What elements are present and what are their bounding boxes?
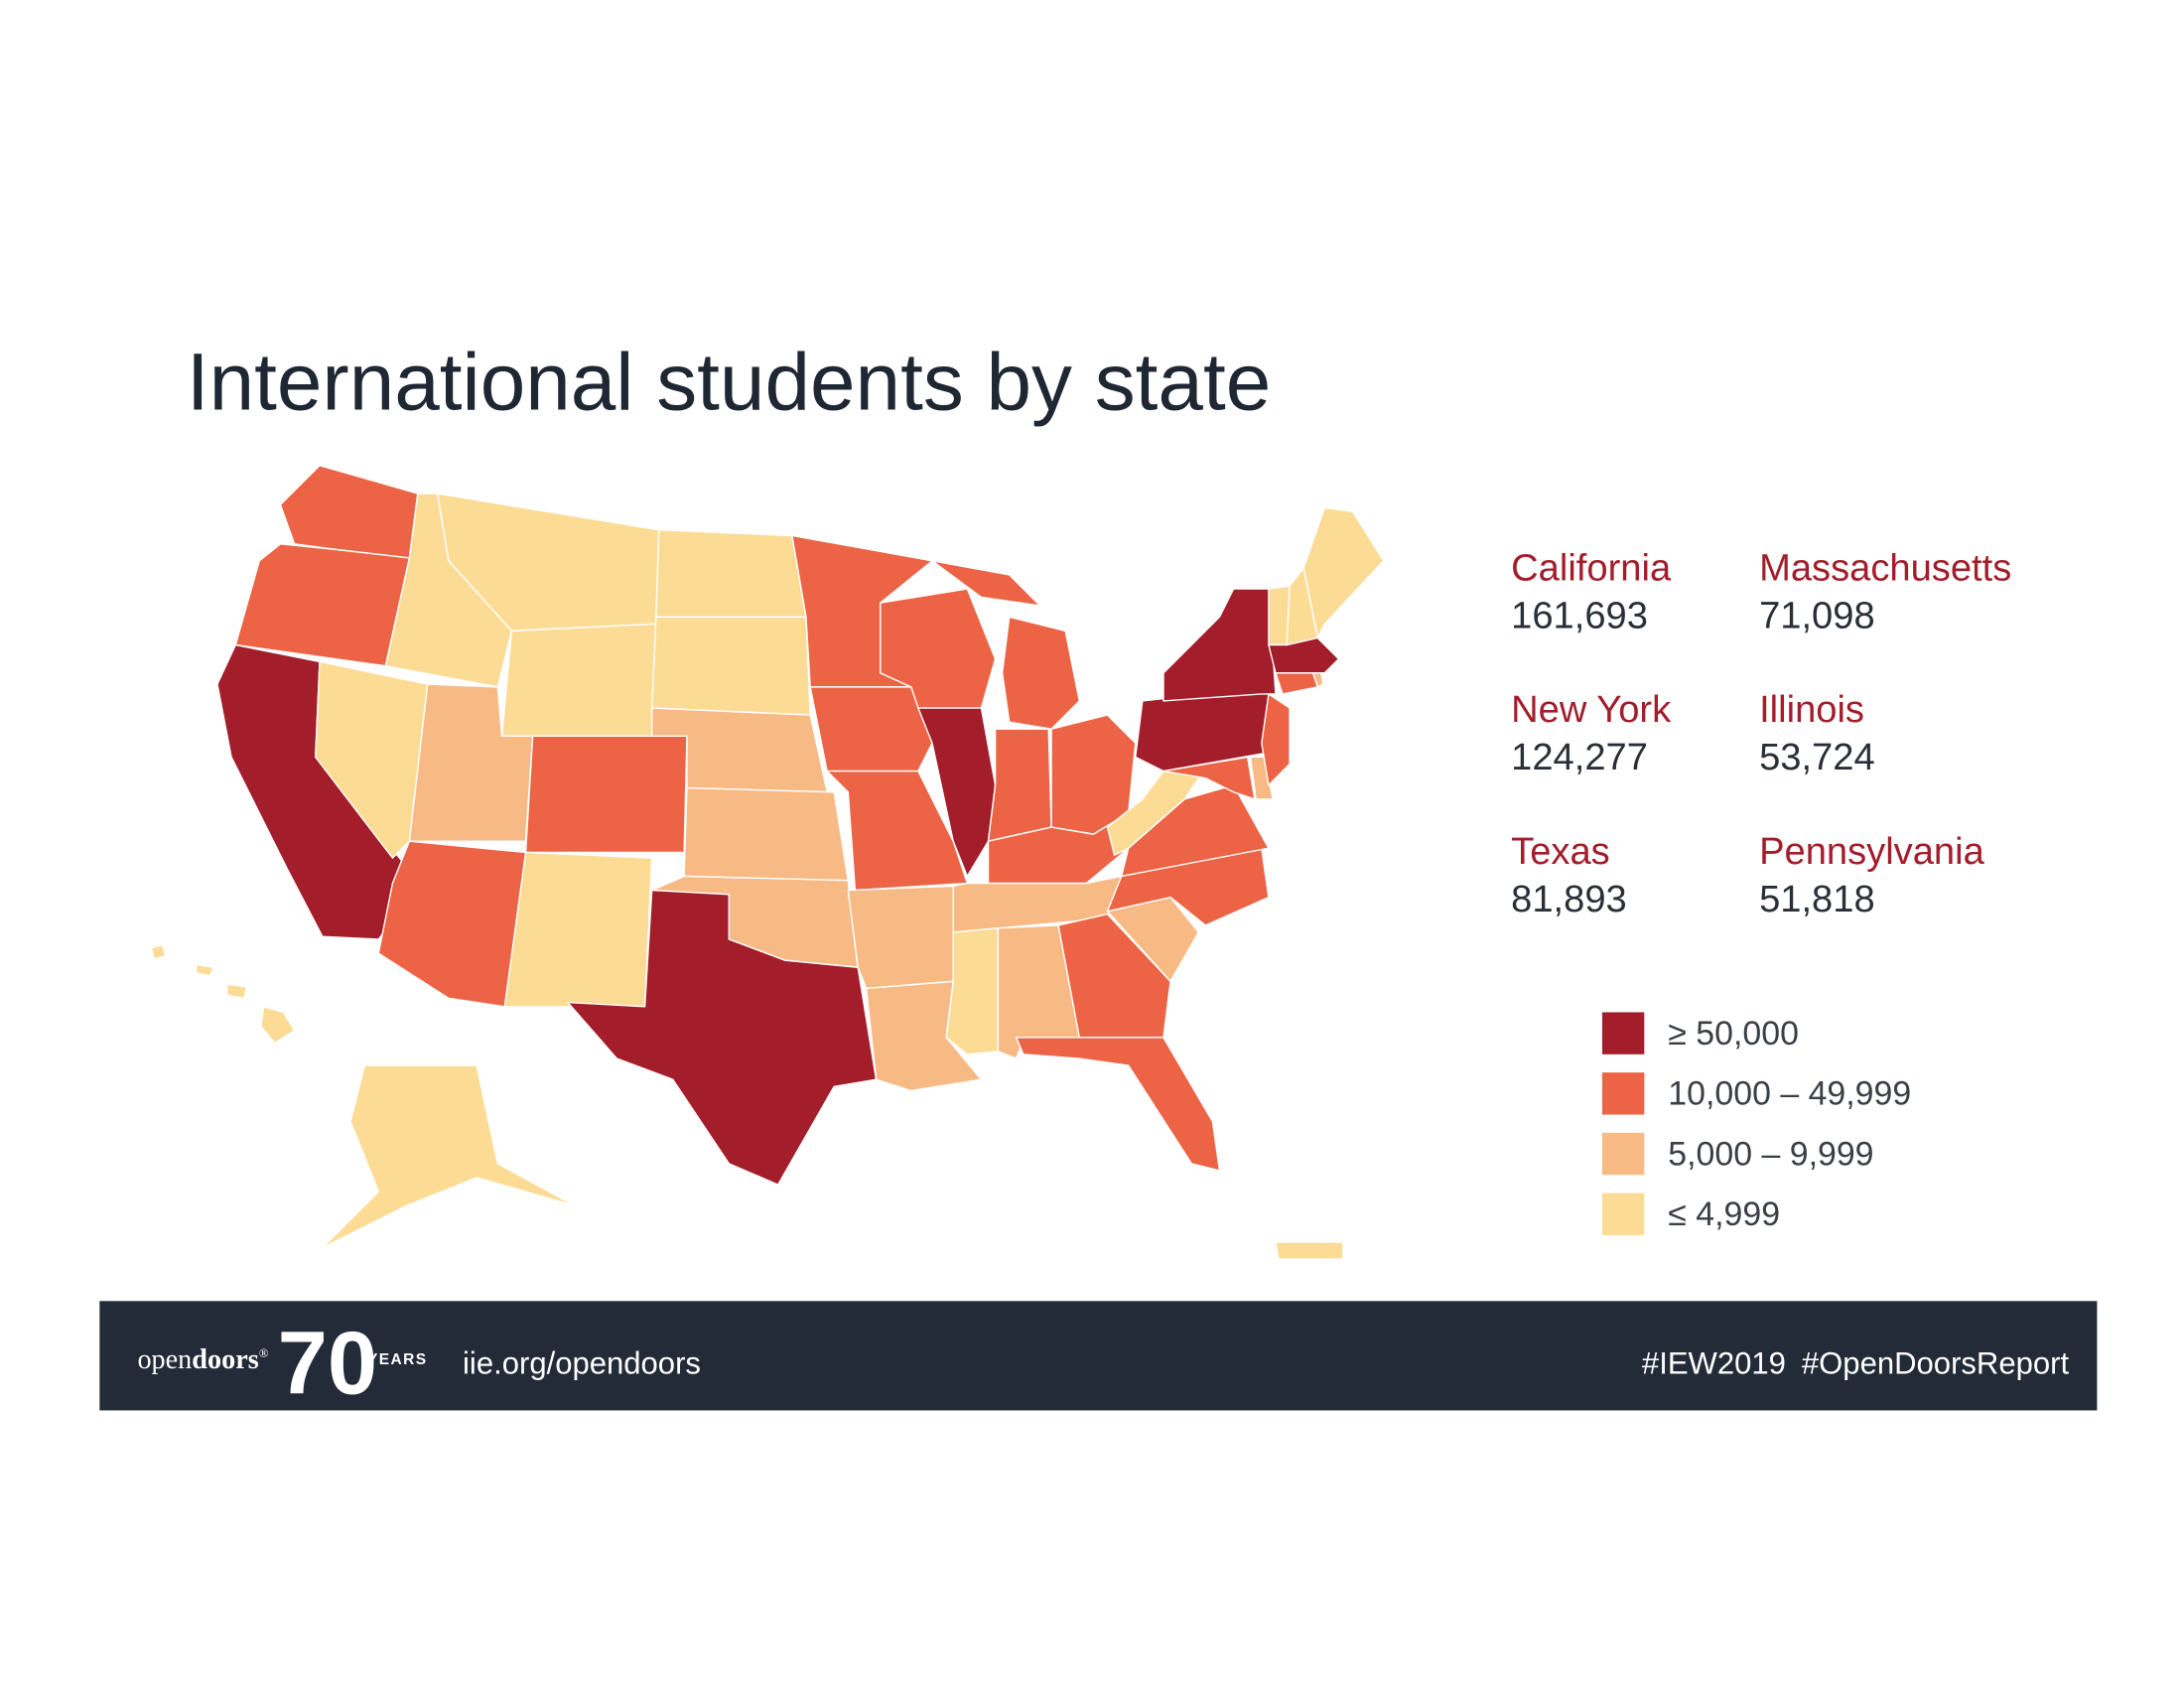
legend: ≥ 50,000 10,000 – 49,999 5,000 – 9,999 ≤ 4,… — [1601, 1012, 1911, 1235]
state — [1261, 693, 1291, 786]
legend-label: ≤ 4,999 — [1668, 1196, 1780, 1233]
state — [917, 707, 997, 878]
state-value: 51,818 — [1759, 878, 1875, 920]
state — [650, 616, 811, 716]
state — [1057, 913, 1171, 1039]
state — [322, 1064, 576, 1249]
hashtag: #OpenDoorsReport — [1802, 1346, 2070, 1381]
state — [260, 1006, 296, 1045]
state — [1016, 1037, 1221, 1172]
state-name: Pennsylvania — [1759, 830, 1984, 873]
footer-bar — [99, 1301, 2098, 1411]
state — [1302, 506, 1385, 639]
state-name: Illinois — [1759, 688, 1864, 731]
state — [234, 543, 411, 667]
logo-mark: ® — [259, 1346, 269, 1360]
state — [683, 786, 850, 882]
legend-swatch — [1601, 1193, 1645, 1235]
legend-swatch — [1601, 1072, 1645, 1115]
logo-suffix: doors — [192, 1344, 258, 1375]
title: International students by state — [187, 337, 1271, 427]
url: iie.org/opendoors — [463, 1346, 701, 1381]
legend-label: 10,000 – 49,999 — [1668, 1075, 1911, 1113]
logo-prefix: open — [137, 1344, 192, 1375]
logo-unit: YEARS — [367, 1351, 428, 1368]
state-value: 71,098 — [1759, 595, 1875, 637]
state — [945, 927, 1000, 1055]
state — [315, 660, 429, 859]
state-name: New York — [1511, 688, 1672, 731]
state — [655, 529, 807, 618]
state — [226, 983, 248, 1000]
state — [196, 963, 214, 977]
state — [524, 735, 688, 854]
top-states: California 161,693 New York 124,277 Texas 81,… — [1511, 547, 2011, 920]
state-name: California — [1511, 547, 1672, 590]
state — [150, 943, 167, 960]
state-name: Massachusetts — [1759, 547, 2011, 590]
state — [1162, 756, 1256, 800]
state-value: 81,893 — [1511, 878, 1627, 920]
state-value: 53,724 — [1759, 736, 1875, 778]
state — [1275, 1241, 1344, 1260]
legend-swatch — [1601, 1012, 1645, 1055]
state — [809, 686, 933, 773]
state-name: Texas — [1511, 830, 1610, 873]
state — [503, 851, 653, 1008]
state — [931, 560, 1041, 607]
state — [847, 885, 954, 990]
legend-label: ≥ 50,000 — [1668, 1015, 1799, 1053]
state-value: 124,277 — [1511, 736, 1648, 778]
hashtag: #IEW2019 — [1642, 1346, 1786, 1381]
legend-swatch — [1601, 1132, 1645, 1176]
state — [567, 889, 878, 1186]
state — [987, 728, 1052, 842]
state — [1249, 756, 1274, 800]
logo-text: opendoors® — [137, 1344, 268, 1375]
footer: opendoors® 70 YEARS iie.org/opendoors #I… — [99, 1301, 2098, 1413]
logo-number: 70 — [278, 1313, 378, 1413]
state — [1268, 585, 1291, 646]
legend-label: 5,000 – 9,999 — [1668, 1135, 1873, 1173]
state-value: 161,693 — [1511, 595, 1648, 637]
state — [500, 623, 657, 737]
state — [1106, 768, 1207, 857]
us-map — [150, 465, 1385, 1260]
